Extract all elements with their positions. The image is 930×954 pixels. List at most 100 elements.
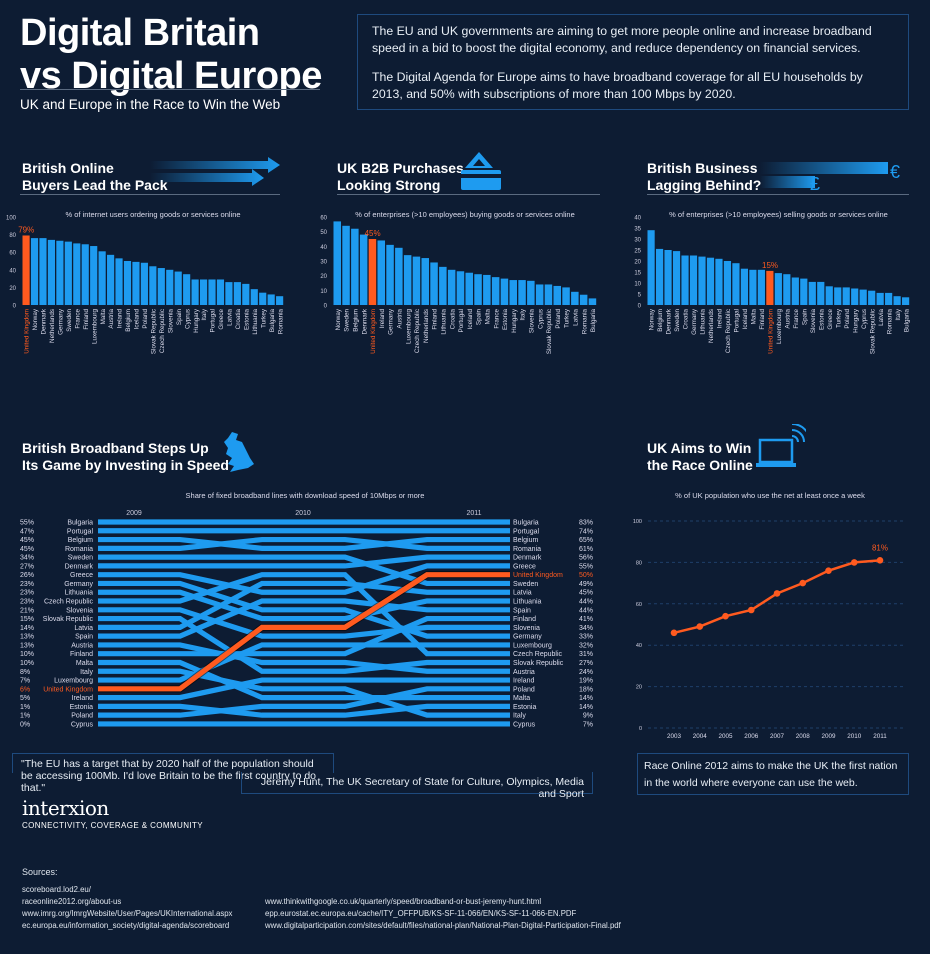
x-tick-label: Germany bbox=[388, 308, 395, 335]
x-tick-label: Iceland bbox=[467, 309, 474, 330]
value-2011: 7% bbox=[583, 721, 593, 728]
country-label-2009: Spain bbox=[75, 634, 93, 641]
value-2011: 14% bbox=[579, 704, 593, 711]
y-tick-label: 20 bbox=[636, 685, 642, 691]
chart-title: % of internet users ordering goods or se… bbox=[65, 210, 240, 219]
end-value-label: 81% bbox=[872, 543, 888, 552]
data-point bbox=[876, 557, 884, 564]
country-label-2009: Ireland bbox=[72, 695, 94, 702]
x-tick-label: Netherlands bbox=[423, 309, 430, 343]
bar bbox=[39, 238, 47, 305]
value-2009: 23% bbox=[20, 590, 34, 597]
bar bbox=[834, 287, 842, 305]
race-online-box: Race Online 2012 aims to make the UK the… bbox=[637, 753, 909, 795]
x-tick-label: Norway bbox=[335, 308, 342, 330]
country-line bbox=[98, 572, 510, 692]
country-label-2009: Belgium bbox=[68, 537, 93, 544]
bar bbox=[774, 273, 782, 305]
quote-box: "The EU has a target that by 2020 half o… bbox=[12, 753, 334, 794]
chart-title: % of enterprises (>10 employees) buying … bbox=[355, 210, 575, 219]
online-buyers-bar-chart: % of internet users ordering goods or se… bbox=[6, 210, 284, 354]
bar bbox=[681, 255, 689, 305]
data-point bbox=[850, 559, 858, 566]
data-point bbox=[722, 612, 729, 620]
country-label-2009: Greece bbox=[70, 572, 93, 579]
x-tick-label: Cyprus bbox=[537, 309, 544, 329]
bar bbox=[571, 291, 579, 305]
bar bbox=[183, 274, 191, 305]
source-link[interactable]: ec.europa.eu/information_society/digital… bbox=[22, 921, 230, 930]
bar bbox=[267, 294, 275, 305]
country-label-2011: Malta bbox=[513, 695, 530, 702]
y-tick-label: 30 bbox=[634, 238, 641, 244]
quote-author-box: Jeremy Hunt, The UK Secretary of State f… bbox=[241, 772, 593, 800]
credit-card-icon bbox=[461, 152, 501, 190]
x-tick-label: Norway bbox=[649, 308, 656, 330]
x-tick-label: Finland bbox=[759, 309, 766, 330]
intro-box: The EU and UK governments are aiming to … bbox=[357, 14, 909, 110]
bar bbox=[500, 278, 509, 305]
country-line bbox=[98, 607, 510, 639]
bar bbox=[47, 239, 56, 305]
country-line bbox=[98, 572, 510, 657]
value-2009: 47% bbox=[20, 528, 34, 535]
source-link[interactable]: scoreboard.lod2.eu/ bbox=[22, 885, 91, 894]
y-tick-label: 0 bbox=[639, 726, 642, 732]
x-tick-label: 2011 bbox=[873, 733, 887, 740]
bar bbox=[132, 261, 140, 305]
x-tick-label: Luxembourg bbox=[405, 309, 412, 345]
bar bbox=[859, 289, 867, 305]
country-label-2011: Czech Republic bbox=[513, 651, 563, 658]
bar bbox=[655, 248, 664, 305]
bar bbox=[430, 262, 438, 305]
x-tick-label: Malta bbox=[100, 309, 107, 325]
highlight-label: 45% bbox=[365, 229, 381, 238]
country-label-2009: Cyprus bbox=[71, 721, 94, 728]
source-link[interactable]: epp.eurostat.ec.europa.eu/cache/ITY_OFFP… bbox=[265, 909, 577, 918]
source-link[interactable]: www.digitalparticipation.com/sites/defau… bbox=[265, 921, 621, 930]
y-tick-label: 35 bbox=[634, 227, 641, 233]
x-tick-label: Romania bbox=[277, 309, 284, 335]
y-tick-label: 60 bbox=[320, 216, 327, 222]
value-2011: 65% bbox=[579, 537, 593, 544]
country-line bbox=[98, 642, 510, 674]
country-label-2011: Greece bbox=[513, 563, 536, 570]
x-tick-label: Hungary bbox=[511, 308, 518, 333]
interxion-logo: interxion bbox=[22, 796, 109, 820]
value-2009: 26% bbox=[20, 572, 34, 579]
x-tick-label: Slovenia bbox=[529, 309, 536, 334]
country-label-2009: Bulgaria bbox=[67, 520, 93, 527]
bar bbox=[491, 277, 500, 305]
x-tick-label: Italy bbox=[520, 308, 527, 320]
source-link[interactable]: www.imrg.org/ImrgWebsite/User/Pages/UKIn… bbox=[22, 909, 233, 918]
bar bbox=[732, 263, 740, 305]
country-label-2011: Cyprus bbox=[513, 721, 536, 728]
x-tick-label: Turkey bbox=[564, 308, 571, 328]
country-label-2011: Luxembourg bbox=[513, 642, 552, 649]
b2b-purchases-bar-chart: % of enterprises (>10 employees) buying … bbox=[320, 210, 597, 354]
bar bbox=[225, 282, 233, 305]
value-2009: 55% bbox=[20, 520, 34, 527]
y-tick-label: 15 bbox=[634, 271, 641, 277]
x-tick-label: Croatia bbox=[683, 309, 690, 330]
value-2009: 34% bbox=[20, 555, 34, 562]
x-tick-label: Iceland bbox=[134, 309, 141, 330]
source-link[interactable]: raceonline2012.org/about-us bbox=[22, 897, 122, 906]
value-2009: 15% bbox=[20, 616, 34, 623]
value-2009: 27% bbox=[20, 563, 34, 570]
country-label-2009: Slovak Republic bbox=[43, 616, 94, 623]
value-2009: 7% bbox=[20, 678, 30, 685]
x-tick-label: Italy bbox=[895, 308, 902, 320]
source-link[interactable]: www.thinkwithgoogle.co.uk/quarterly/spee… bbox=[265, 897, 542, 906]
broadband-bump-chart: Share of fixed broadband lines with down… bbox=[20, 491, 593, 728]
x-tick-label: Czech Republic bbox=[414, 309, 421, 353]
section-title-race-online: UK Aims to Win the Race Online bbox=[647, 440, 753, 473]
x-tick-label: Estonia bbox=[243, 309, 250, 331]
x-tick-label: Slovak Republic bbox=[546, 309, 553, 354]
bar bbox=[276, 296, 284, 305]
x-tick-label: Belgium bbox=[353, 309, 360, 332]
country-label-2011: Belgium bbox=[513, 537, 538, 544]
x-tick-label: Bulgaria bbox=[269, 309, 276, 333]
x-tick-label: Sweden bbox=[674, 309, 681, 332]
bar bbox=[166, 269, 174, 305]
